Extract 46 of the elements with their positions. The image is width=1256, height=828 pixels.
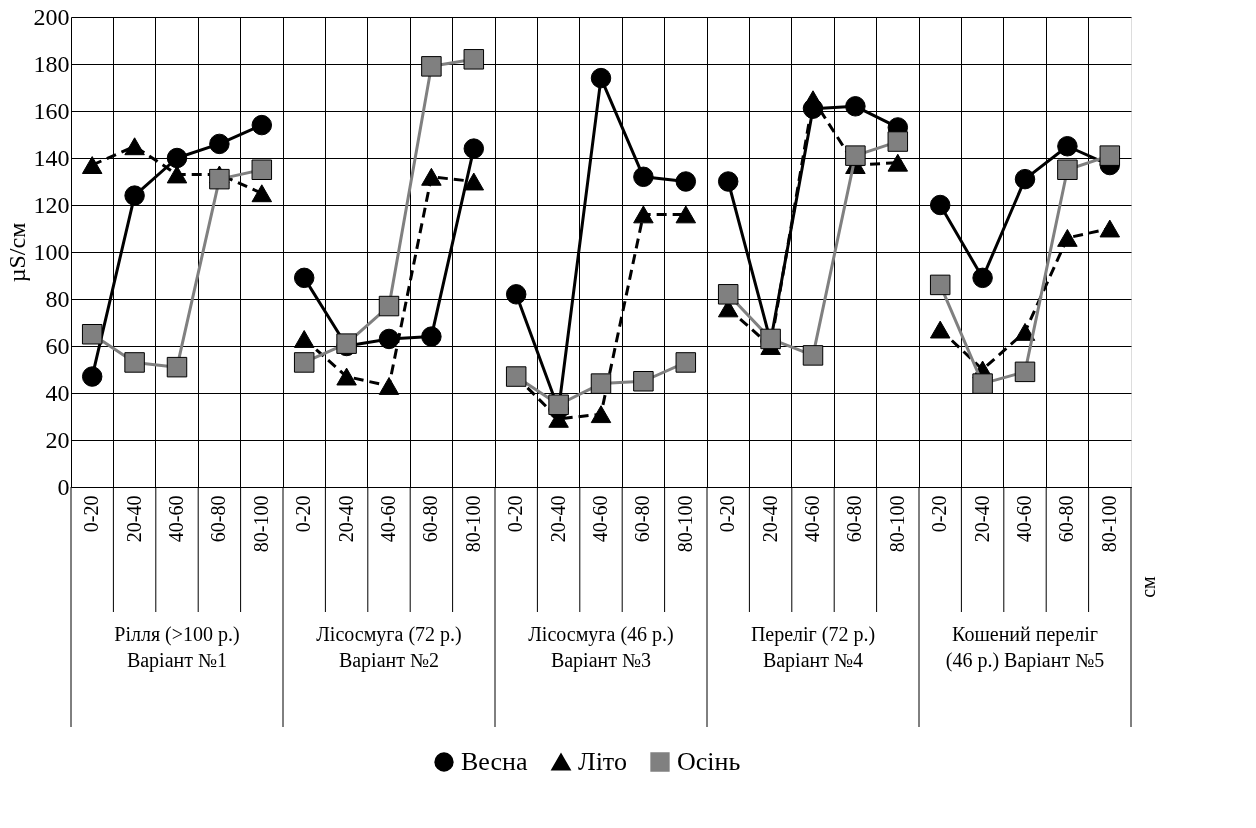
y-tick-label: 160 [33, 97, 70, 124]
x-tick-label: 80-100 [1097, 495, 1120, 553]
text: Кошений переліг (46 р.) Варіант №5 [945, 623, 1105, 672]
y-tick-label: 20 [45, 426, 70, 453]
y-tick-label: 140 [33, 144, 70, 171]
x-tick-label: 0-20 [80, 495, 103, 533]
x-tick-label: 60-80 [843, 495, 866, 543]
x-tick-label: 60-80 [631, 495, 654, 543]
x-tick-label: 20-40 [758, 495, 781, 543]
x-tick-label: 80-100 [249, 495, 272, 553]
x-tick-label: 40-60 [165, 495, 187, 543]
x-tick-label: 20-40 [970, 495, 993, 543]
x-tick-label: 80-100 [461, 495, 484, 553]
y-tick-label: 200 [33, 3, 70, 30]
y-tick-label: 80 [45, 285, 70, 312]
x-tick-label: 40-60 [377, 495, 399, 543]
y-axis-title: µS/см [3, 222, 30, 283]
x-tick-label: 40-60 [1013, 495, 1035, 543]
text: Лісосмуга (46 р.) Варіант №3 [528, 623, 674, 672]
x-tick-label: 0-20 [716, 495, 739, 533]
y-tick-label: 120 [33, 191, 70, 218]
text: см [1137, 575, 1159, 598]
x-tick-label: 0-20 [928, 495, 951, 533]
x-tick-label: 20-40 [334, 495, 357, 543]
x-tick-label: 20-40 [122, 495, 145, 543]
text: Переліг (72 р.) Варіант №4 [750, 623, 876, 672]
y-tick-label: 40 [45, 379, 70, 406]
y-tick-label: 60 [45, 332, 70, 359]
legend-label: Літо [578, 747, 627, 776]
x-tick-label: 60-80 [207, 495, 230, 543]
legend-label: Весна [461, 747, 528, 776]
text: Рілля (>100 р.) Варіант №1 [114, 623, 240, 672]
x-tick-label: 40-60 [589, 495, 611, 543]
x-tick-label: 40-60 [801, 495, 823, 543]
x-tick-label: 60-80 [1055, 495, 1078, 543]
legend-label: Осінь [677, 747, 741, 776]
x-tick-label: 20-40 [546, 495, 569, 543]
x-tick-label: 0-20 [504, 495, 527, 533]
y-tick-label: 180 [33, 50, 70, 77]
x-tick-label: 80-100 [673, 495, 696, 553]
x-tick-label: 0-20 [292, 495, 315, 533]
x-tick-label: 60-80 [419, 495, 442, 543]
x-tick-label: 80-100 [885, 495, 908, 553]
text: Лісосмуга (72 р.) Варіант №2 [316, 623, 462, 672]
y-tick-label: 0 [57, 473, 70, 500]
y-tick-label: 100 [33, 238, 70, 265]
